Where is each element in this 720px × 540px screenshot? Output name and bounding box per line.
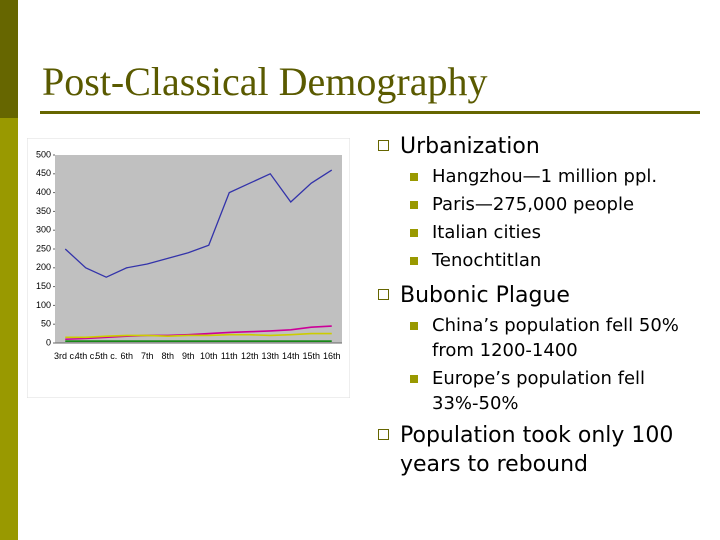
sub-bullet: Paris—275,000 people [410, 192, 690, 217]
x-tick-label: 6th [120, 351, 133, 361]
sub-bullet: Tenochtitlan [410, 248, 690, 273]
chart: 0 50 100 150 200 250 300 350 400 450 500 [27, 138, 350, 398]
x-tick-label: 13th [261, 351, 280, 361]
side-bar [0, 118, 18, 540]
sub-bullet: Europe’s population fell 33%-50% [410, 366, 690, 416]
x-tick-label: 9th [181, 351, 195, 361]
y-tick-label: 150 [36, 281, 51, 291]
bullet: Bubonic Plague [378, 281, 700, 310]
y-tick-label: 350 [36, 206, 51, 216]
x-tick-label: 15th [302, 351, 321, 361]
x-tick-label: 11th [220, 351, 238, 361]
bullet: Population took only 100 years to reboun… [378, 421, 700, 479]
y-tick-label: 450 [36, 168, 51, 178]
data-line [65, 332, 332, 339]
x-tick-label: 10th [199, 351, 218, 361]
y-tick-label: 400 [36, 187, 51, 197]
y-tick-label: 50 [41, 319, 51, 329]
y-tick-label: 0 [46, 337, 51, 347]
y-tick-label: 250 [36, 243, 51, 253]
data-line [64, 169, 333, 278]
data-line [65, 325, 332, 341]
x-tick-label: 8th [161, 351, 174, 361]
slide-title: Post-Classical Demography [42, 59, 488, 104]
sub-bullet: Italian cities [410, 220, 690, 245]
x-tick-label: 12th [240, 351, 259, 361]
x-tick-label: 14th [281, 351, 300, 361]
y-tick-label: 500 [36, 149, 51, 159]
x-tick-label: 16th [322, 351, 341, 361]
x-tick-label: 4th c. [74, 351, 97, 361]
title-rule [40, 111, 700, 114]
bullet: Urbanization [378, 132, 700, 161]
sub-bullet: China’s population fell 50% from 1200-14… [410, 313, 690, 363]
x-tick-label: 5th c. [95, 351, 118, 361]
x-tick-label: 7th [140, 351, 154, 361]
x-tick-label: 3rd c. [53, 351, 77, 361]
y-tick-label: 100 [36, 300, 51, 310]
sub-bullet: Hangzhou—1 million ppl. [410, 164, 690, 189]
side-bar [0, 0, 18, 118]
y-tick-label: 200 [36, 262, 51, 272]
y-tick-label: 300 [36, 225, 51, 235]
